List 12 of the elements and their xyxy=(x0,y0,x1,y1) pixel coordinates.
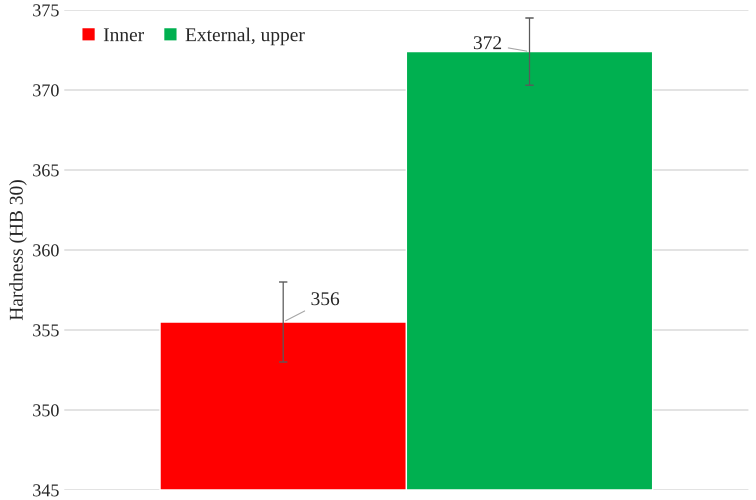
y-tick-label: 370 xyxy=(33,84,59,96)
y-tick-label: 365 xyxy=(33,164,59,176)
y-axis-title: Hardness (HB 30) xyxy=(9,180,27,320)
legend-label: Inner xyxy=(104,28,144,42)
y-tick-label: 375 xyxy=(33,4,59,16)
y-tick-label: 360 xyxy=(33,244,59,256)
legend-label: External, upper xyxy=(186,28,305,46)
y-tick-label: 345 xyxy=(33,484,59,496)
data-label: 372 xyxy=(474,36,502,50)
y-tick-label: 355 xyxy=(33,324,59,336)
data-label: 356 xyxy=(311,292,340,306)
y-tick-label: 350 xyxy=(33,404,59,416)
